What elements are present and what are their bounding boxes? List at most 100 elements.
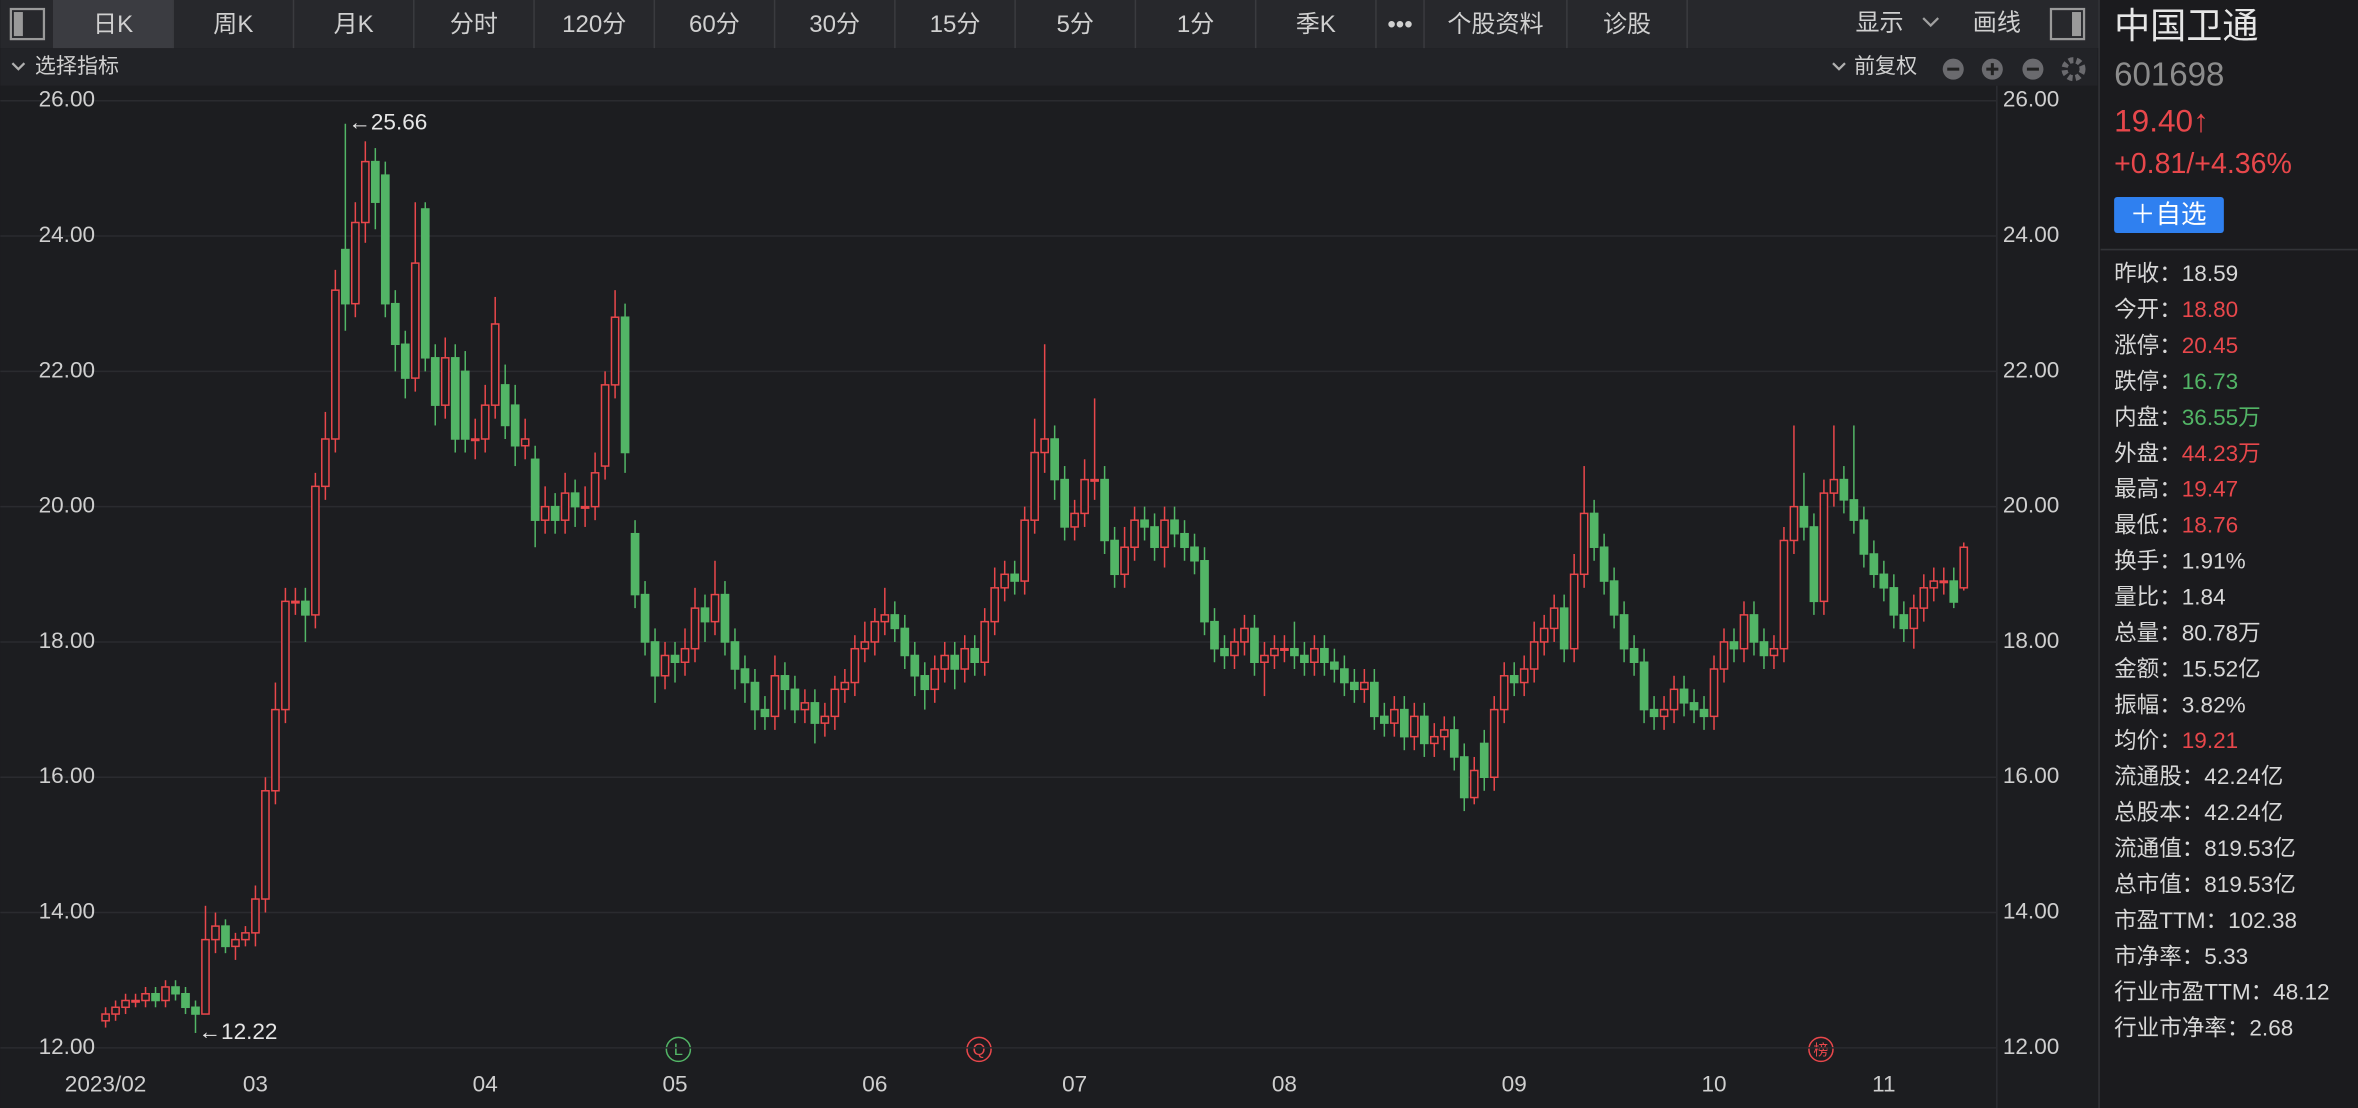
y-tick-label: 12.00 bbox=[39, 1034, 95, 1059]
tab[interactable]: 15分 bbox=[930, 11, 981, 38]
tab[interactable]: 分时 bbox=[450, 11, 498, 38]
draw-button[interactable]: 画线 bbox=[1973, 9, 2021, 36]
panel-toggle[interactable] bbox=[2049, 7, 2086, 41]
stat-row: 振幅：3.82% bbox=[2114, 692, 2246, 717]
candle-body bbox=[331, 289, 340, 440]
stat-value: 5.33 bbox=[2204, 944, 2248, 969]
candle-body bbox=[780, 675, 790, 691]
tab[interactable]: 60分 bbox=[689, 11, 740, 38]
candle-body bbox=[1799, 505, 1809, 528]
candle-body bbox=[580, 505, 590, 509]
candle-body bbox=[1689, 702, 1699, 711]
stat-value: 44.23万 bbox=[2182, 441, 2261, 466]
candle-body bbox=[1869, 553, 1879, 576]
stat-label: 总股本： bbox=[2114, 800, 2204, 825]
watch-button-label[interactable]: ＋自选 bbox=[2130, 201, 2207, 229]
stat-row: 内盘：36.55万 bbox=[2114, 405, 2261, 430]
stat-row: 市净率：5.33 bbox=[2114, 944, 2248, 969]
candle-body bbox=[410, 262, 420, 379]
tab[interactable]: 120分 bbox=[562, 11, 626, 38]
candle-body bbox=[1439, 729, 1449, 738]
candle-body bbox=[650, 641, 660, 677]
tab[interactable]: 季K bbox=[1296, 11, 1336, 38]
candle-body bbox=[1030, 451, 1040, 521]
tab[interactable]: 诊股 bbox=[1603, 11, 1651, 38]
candle-body bbox=[1669, 688, 1679, 711]
candle-body bbox=[1300, 654, 1309, 663]
stat-row: 金额：15.52亿 bbox=[2114, 656, 2261, 681]
candle-body bbox=[430, 357, 440, 406]
stat-value: 20.45 bbox=[2182, 333, 2238, 358]
subbar bbox=[0, 48, 2098, 86]
event-marker[interactable] bbox=[1808, 1036, 1834, 1063]
settings[interactable] bbox=[2061, 57, 2086, 82]
candle-body bbox=[1040, 438, 1050, 454]
candle-body bbox=[1919, 587, 1929, 609]
candle-body bbox=[820, 715, 830, 724]
candle-body bbox=[1419, 715, 1429, 745]
candle-body bbox=[1310, 647, 1319, 663]
tab[interactable]: 周K bbox=[213, 11, 253, 38]
display-menu[interactable]: 显示 bbox=[1856, 9, 1904, 36]
candle-body bbox=[1819, 492, 1829, 603]
candle-body bbox=[1260, 654, 1269, 663]
candle-body bbox=[1949, 580, 1959, 603]
tab[interactable]: 月K bbox=[334, 11, 374, 38]
stat-label: 量比： bbox=[2114, 584, 2182, 609]
candle-body bbox=[1589, 512, 1599, 548]
candle-body bbox=[810, 702, 820, 724]
stat-row: 流通值：819.53亿 bbox=[2114, 836, 2296, 861]
candle-body bbox=[1330, 661, 1339, 670]
tab[interactable]: 30分 bbox=[809, 11, 860, 38]
adjust-select[interactable]: 前复权 bbox=[1854, 54, 1917, 78]
candle-body bbox=[171, 986, 180, 995]
candle-body bbox=[1779, 539, 1789, 650]
candle-body bbox=[1719, 641, 1729, 670]
candle-body bbox=[241, 932, 250, 941]
stat-value: 18.80 bbox=[2182, 297, 2238, 322]
watch-button[interactable] bbox=[2114, 196, 2224, 234]
sidebar-toggle-icon bbox=[13, 12, 23, 37]
candle-body bbox=[191, 1006, 200, 1015]
tab[interactable]: ••• bbox=[1387, 11, 1412, 38]
candle-body bbox=[261, 790, 270, 900]
zoom-controls bbox=[1942, 57, 2086, 82]
stat-value: 18.59 bbox=[2182, 261, 2238, 286]
candle-body bbox=[920, 675, 930, 691]
y-tick-label-right: 12.00 bbox=[2003, 1034, 2059, 1059]
candle-body bbox=[1759, 641, 1769, 657]
candle-body bbox=[1619, 614, 1629, 650]
stat-value: 19.21 bbox=[2182, 728, 2238, 753]
stat-label: 换手： bbox=[2114, 549, 2182, 574]
candle-body bbox=[870, 620, 880, 643]
tab[interactable]: 个股资料 bbox=[1447, 11, 1543, 38]
candle-body bbox=[440, 357, 450, 406]
stat-label: 昨收： bbox=[2114, 261, 2182, 286]
x-tick-label: 05 bbox=[662, 1071, 687, 1096]
tab[interactable]: 1分 bbox=[1177, 11, 1214, 38]
event-marker[interactable] bbox=[665, 1036, 692, 1063]
stat-value: 42.24亿 bbox=[2204, 764, 2283, 789]
event-marker[interactable] bbox=[966, 1036, 992, 1063]
stat-label: 市净率： bbox=[2114, 944, 2204, 969]
candle-body bbox=[700, 607, 710, 623]
y-tick-label-right: 14.00 bbox=[2003, 899, 2059, 924]
candle-body bbox=[620, 316, 630, 454]
stat-label: 外盘： bbox=[2114, 441, 2182, 466]
candle-body bbox=[1070, 512, 1079, 528]
x-tick-label: 08 bbox=[1272, 1071, 1297, 1096]
candle-body bbox=[850, 647, 860, 684]
candle-body bbox=[1020, 519, 1030, 582]
stat-row: 总量：80.78万 bbox=[2114, 620, 2261, 645]
tab[interactable]: 日K bbox=[93, 11, 133, 38]
sidebar-toggle[interactable] bbox=[9, 7, 46, 41]
candle-body bbox=[560, 492, 570, 521]
candle-body bbox=[830, 688, 840, 718]
candle-body bbox=[1449, 729, 1459, 758]
candle-body bbox=[760, 708, 770, 718]
candle-body bbox=[970, 647, 980, 663]
tab[interactable]: 5分 bbox=[1057, 11, 1094, 38]
indicator-select[interactable]: 选择指标 bbox=[35, 54, 119, 78]
candle-body bbox=[1569, 573, 1579, 650]
